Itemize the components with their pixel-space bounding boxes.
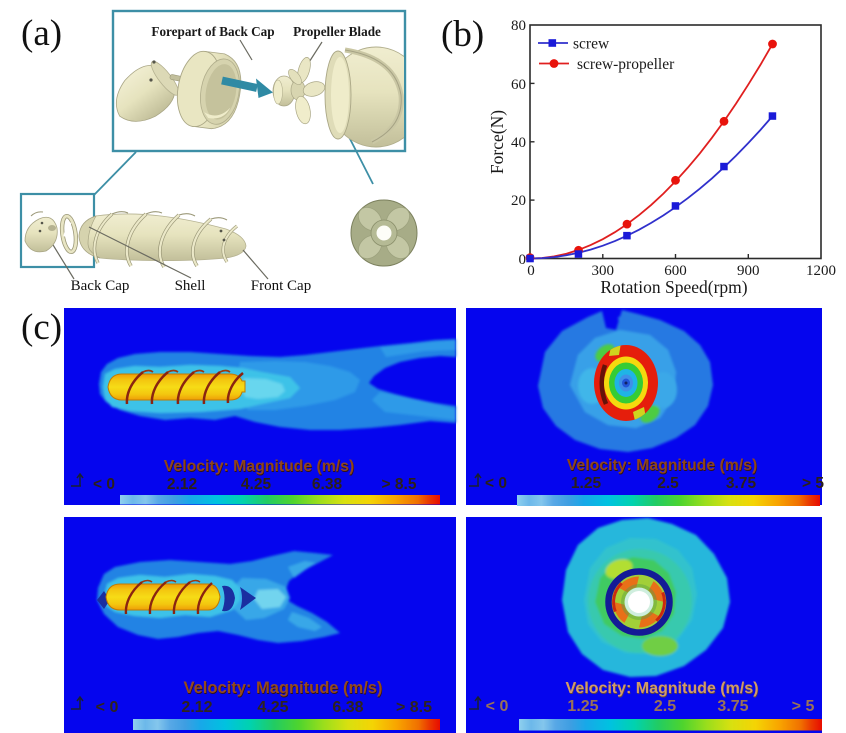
svg-text:4.25: 4.25 bbox=[257, 699, 288, 716]
svg-text:Velocity: Magnitude (m/s): Velocity: Magnitude (m/s) bbox=[566, 681, 759, 698]
svg-text:2.12: 2.12 bbox=[181, 699, 212, 716]
svg-text:0: 0 bbox=[527, 263, 535, 279]
svg-text:6.38: 6.38 bbox=[312, 476, 343, 493]
svg-text:(b): (b) bbox=[441, 14, 484, 55]
svg-text:Velocity: Magnitude (m/s): Velocity: Magnitude (m/s) bbox=[566, 680, 759, 697]
svg-text:2.12: 2.12 bbox=[167, 476, 197, 493]
svg-text:300: 300 bbox=[592, 263, 615, 279]
svg-text:Propeller Blade: Propeller Blade bbox=[293, 24, 381, 39]
svg-text:(c): (c) bbox=[21, 307, 62, 348]
svg-text:Back Cap: Back Cap bbox=[71, 278, 130, 294]
svg-text:Force(N): Force(N) bbox=[487, 110, 507, 174]
svg-text:screw-propeller: screw-propeller bbox=[577, 56, 675, 73]
svg-text:< 0: < 0 bbox=[96, 699, 119, 716]
svg-text:60: 60 bbox=[511, 77, 526, 93]
svg-text:Velocity: Magnitude (m/s): Velocity: Magnitude (m/s) bbox=[567, 458, 757, 475]
svg-text:2.5: 2.5 bbox=[654, 698, 676, 715]
svg-text:< 0: < 0 bbox=[93, 476, 115, 493]
svg-text:6.38: 6.38 bbox=[332, 699, 363, 716]
svg-text:< 0: < 0 bbox=[486, 698, 509, 715]
svg-text:> 8.5: > 8.5 bbox=[396, 699, 432, 716]
svg-text:> 5: > 5 bbox=[802, 475, 824, 492]
svg-text:> 5: > 5 bbox=[792, 698, 815, 715]
svg-text:Front Cap: Front Cap bbox=[251, 278, 311, 294]
svg-text:40: 40 bbox=[511, 135, 526, 151]
svg-text:3.75: 3.75 bbox=[717, 698, 748, 715]
svg-text:Forepart of Back Cap: Forepart of Back Cap bbox=[151, 24, 274, 39]
svg-text:1200: 1200 bbox=[806, 263, 836, 279]
svg-text:Velocity: Magnitude (m/s): Velocity: Magnitude (m/s) bbox=[567, 457, 757, 474]
svg-text:900: 900 bbox=[737, 263, 760, 279]
svg-text:2.5: 2.5 bbox=[657, 475, 679, 492]
svg-text:Velocity: Magnitude (m/s): Velocity: Magnitude (m/s) bbox=[184, 680, 383, 698]
svg-text:1.25: 1.25 bbox=[567, 698, 598, 715]
svg-text:Velocity: Magnitude (m/s): Velocity: Magnitude (m/s) bbox=[184, 679, 383, 697]
svg-text:80: 80 bbox=[511, 18, 526, 34]
svg-text:1.25: 1.25 bbox=[571, 475, 602, 492]
svg-text:Shell: Shell bbox=[175, 278, 206, 294]
svg-text:screw: screw bbox=[573, 36, 610, 53]
svg-text:3.75: 3.75 bbox=[726, 475, 757, 492]
svg-text:600: 600 bbox=[664, 263, 687, 279]
svg-text:> 8.5: > 8.5 bbox=[382, 476, 417, 493]
svg-text:0: 0 bbox=[519, 252, 527, 268]
svg-text:Velocity: Magnitude (m/s): Velocity: Magnitude (m/s) bbox=[164, 459, 354, 476]
svg-text:4.25: 4.25 bbox=[241, 476, 272, 493]
svg-text:Velocity: Magnitude (m/s): Velocity: Magnitude (m/s) bbox=[164, 458, 354, 475]
svg-text:(a): (a) bbox=[21, 13, 62, 54]
svg-text:< 0: < 0 bbox=[485, 475, 507, 492]
svg-text:Rotation Speed(rpm): Rotation Speed(rpm) bbox=[600, 277, 747, 297]
svg-text:20: 20 bbox=[511, 193, 526, 209]
